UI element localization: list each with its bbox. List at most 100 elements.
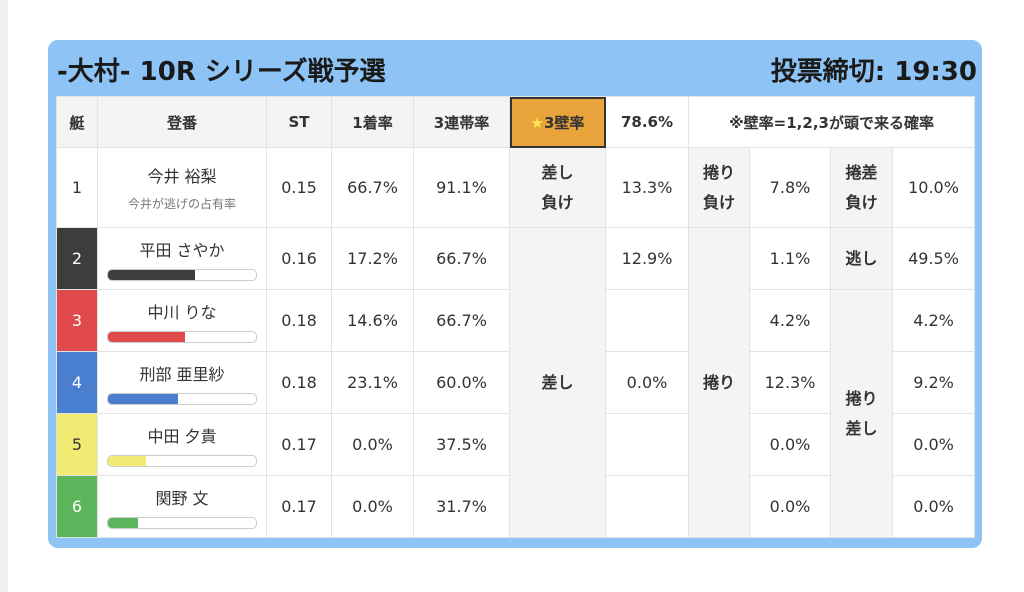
cell: 14.6% (331, 289, 414, 352)
row: 4 刑部 亜里紗 0.18 23.1% 60.0% 0.0% 12.3% 9.2% (56, 351, 976, 414)
cell: 0.15 (266, 147, 332, 228)
cell: 9.2% (891, 351, 976, 414)
cell: 37.5% (413, 413, 510, 476)
racer-name: 中川 りな (147, 302, 217, 322)
cell: 1 (56, 147, 98, 228)
cell: 2 (56, 227, 98, 290)
row: 1 今井 裕梨 今井が逃げの占有率 0.15 66.7% 91.1% 差し 負け 13.3% 捲り… (56, 147, 976, 228)
title: -大村- 10R シリーズ戦予選 (57, 57, 386, 87)
cell: 0.16 (266, 227, 332, 290)
racer-note: 今井が逃げの占有率 (127, 197, 236, 211)
cell: 差し (509, 227, 606, 538)
header: -大村- 10R シリーズ戦予選 投票締切: 19:30 (51, 43, 979, 96)
cell: 10.0% (891, 147, 976, 228)
row: 3 中川 りな 0.18 14.6% 66.7% 4.2% 捲り 差し 4.2% (56, 289, 976, 538)
cell: 0.17 (266, 475, 332, 538)
cell: 0.18 (266, 289, 332, 352)
cell: 1.1% (749, 227, 831, 290)
cell (605, 475, 689, 538)
label-line: 捲差 (845, 162, 878, 182)
racer-name: 今井 裕梨 (147, 167, 217, 186)
cell: 0.0% (891, 475, 976, 538)
cell: 66.7% (331, 147, 414, 228)
row: 6 関野 文 0.17 0.0% 31.7% 0.0% 0.0% (56, 475, 976, 538)
gauge-bar (108, 455, 147, 466)
gauge-track (107, 330, 257, 343)
gauge-track (107, 454, 257, 467)
label-line: 負け (541, 192, 574, 212)
col-head: 登番 (97, 96, 267, 148)
col-head: 1着率 (331, 96, 414, 148)
cell: 0.0% (331, 475, 414, 538)
col-head: ★3壁率 (509, 96, 606, 148)
gauge-track (107, 392, 257, 405)
cell: 7.8% (749, 147, 831, 228)
racer-name: 刑部 亜里紗 (139, 364, 225, 384)
racer-name: 平田 さやか (139, 240, 225, 260)
cell: 0.0% (749, 413, 831, 476)
cell: 66.7% (413, 289, 510, 352)
cell: 4 (56, 351, 98, 414)
gauge-bar (108, 331, 185, 342)
cell: 差し 負け (509, 147, 606, 228)
cell: 4.2% (749, 289, 831, 352)
star-icon: ★ (530, 113, 544, 132)
race-table: 艇 登番 ST 1着率 3連帯率 ★3壁率 78.6% ※壁率=1,2,3が頭で… (56, 96, 976, 538)
cell: 31.7% (413, 475, 510, 538)
label-line: 負け (845, 192, 878, 212)
cell: 今井 裕梨今井が逃げの占有率 (97, 147, 267, 228)
cell: 中田 夕貴 (97, 413, 267, 476)
gauge-track (107, 516, 257, 529)
wall-note: ※壁率=1,2,3が頭で来る確率 (687, 96, 976, 148)
row: 5 中田 夕貴 0.17 0.0% 37.5% 0.0% 0.0% (56, 413, 976, 476)
cell: 刑部 亜里紗 (97, 351, 267, 414)
cell: 0.0% (605, 351, 689, 414)
cell: 5 (56, 413, 98, 476)
cell: 中川 りな (97, 289, 267, 352)
cell: 4.2% (891, 289, 976, 352)
cell: 関野 文 (97, 475, 267, 538)
cell (605, 413, 689, 476)
gauge-track (107, 268, 257, 281)
cell: 逃し (830, 227, 893, 290)
cell: 6 (56, 475, 98, 538)
side-strip (0, 0, 8, 592)
label-line: 捲り (845, 388, 878, 408)
cell: 23.1% (331, 351, 414, 414)
col-head: 3連帯率 (413, 96, 510, 148)
label-line: 差し (845, 418, 878, 438)
label-line: 差し (541, 162, 574, 182)
cell: 12.9% (605, 227, 689, 290)
cell: 捲差 負け (830, 147, 893, 228)
cell: 0.18 (266, 351, 332, 414)
cell: 0.0% (331, 413, 414, 476)
gauge-bar (108, 517, 138, 528)
cell: 12.3% (749, 351, 831, 414)
col-head-text: 3壁率 (544, 113, 585, 132)
cell: 捲り (688, 227, 750, 538)
cell: 0.0% (891, 413, 976, 476)
cell: 0.0% (749, 475, 831, 538)
gauge-bar (108, 269, 196, 280)
racer-name: 関野 文 (155, 488, 209, 508)
label-line: 負け (702, 192, 735, 212)
wall-rate: 78.6% (605, 96, 689, 148)
racer-name: 中田 夕貴 (147, 426, 217, 446)
row: 2 平田 さやか 0.16 17.2% 66.7% 差し 12.9% 捲り 1.1% 逃し 49.5… (56, 227, 976, 538)
col-head: ST (266, 96, 332, 148)
cell: 平田 さやか (97, 227, 267, 290)
deadline: 投票締切: 19:30 (770, 57, 977, 87)
gauge-bar (108, 393, 178, 404)
cell: 0.17 (266, 413, 332, 476)
col-head: 艇 (56, 96, 98, 148)
cell: 66.7% (413, 227, 510, 290)
cell: 49.5% (891, 227, 976, 290)
label-line: 捲り (702, 162, 735, 182)
cell: 捲り 負け (688, 147, 750, 228)
cell: 91.1% (413, 147, 510, 228)
cell: 17.2% (331, 227, 414, 290)
cell: 3 (56, 289, 98, 352)
cell: 13.3% (605, 147, 689, 228)
cell: 捲り 差し (830, 289, 893, 538)
